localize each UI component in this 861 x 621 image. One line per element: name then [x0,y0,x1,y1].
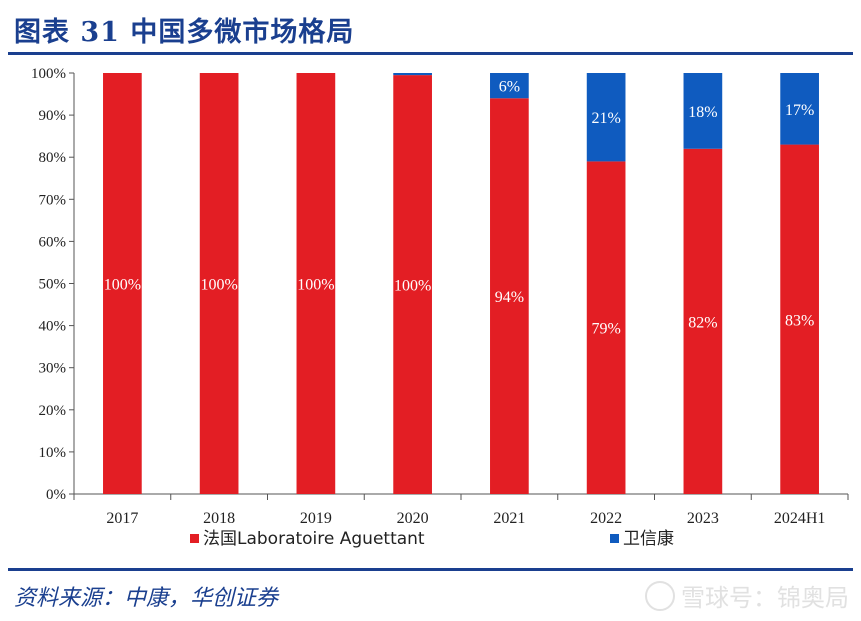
data-label: 83% [785,312,814,329]
bar-segment [103,73,142,494]
data-label: 18% [688,104,717,121]
x-tick-label: 2023 [687,510,719,527]
x-tick-label: 2024H1 [774,510,826,527]
legend: 法国Laboratoire Aguettant 卫信康 [190,529,674,549]
data-label: 94% [495,289,524,306]
bar-segment [780,73,819,145]
title-divider [8,52,853,55]
bar-segment [199,73,239,494]
x-tick-label: 2020 [397,510,429,527]
stacked-bar-chart: 0%10%20%30%40%50%60%70%80%90%100% 2017 20… [31,66,849,549]
bars-group: 100% 100% 100% 100% 94% 6% 79% 21% 82% 18% 83% 17% [103,73,819,494]
x-tick-label: 2021 [493,510,525,527]
y-tick-label: 10% [39,445,67,461]
legend-swatch [610,534,619,543]
bar-segment [683,73,723,149]
y-tick-label: 60% [39,234,67,250]
y-tick-label: 30% [39,361,67,377]
bar-segment [490,73,529,99]
bar-segment [296,73,336,494]
data-label: 82% [688,314,717,331]
data-label: 100% [394,278,431,295]
data-label: 21% [591,110,620,127]
data-label: 100% [200,277,237,294]
watermark: 雪球号：锦奥局 [645,578,849,613]
bar-segment [780,144,819,494]
data-label: 100% [297,277,334,294]
data-label: 17% [785,102,814,119]
x-tick-label: 2022 [590,510,622,527]
legend-swatch [190,534,199,543]
bar-segment [490,98,529,494]
footer-divider [8,568,853,571]
x-tick-label: 2019 [300,510,332,527]
bar-segment [393,73,432,76]
x-tick-label: 2017 [106,510,138,527]
y-tick-label: 50% [39,277,67,293]
x-axis: 2017 2018 2019 2020 2021 2022 2023 2024H1 [73,493,849,527]
data-label: 6% [499,79,520,96]
y-tick-label: 0% [46,487,66,503]
watermark-text: 雪球号：锦奥局 [681,584,849,612]
y-tick-label: 80% [39,150,67,166]
y-tick-label: 70% [39,192,67,208]
x-tick-label: 2018 [203,510,235,527]
bar-segment [683,148,723,494]
bar-segment [586,73,626,162]
data-label: 100% [104,277,141,294]
data-label: 79% [591,321,620,338]
legend-label: 法国Laboratoire Aguettant [203,529,425,549]
snowball-logo-icon [645,580,675,611]
legend-label: 卫信康 [623,529,674,549]
chart-title: 图表 31 中国多微市场格局 [14,17,355,48]
source-note: 资料来源：中康，华创证券 [14,586,279,611]
bar-segment [393,75,432,494]
bar-segment [586,161,626,494]
y-tick-label: 90% [39,108,67,124]
y-tick-label: 100% [31,66,66,82]
y-tick-label: 20% [39,403,67,419]
y-tick-label: 40% [39,319,67,335]
y-axis: 0% 10% 20% 30% 40% 50% 60% 70% 80% 90% 100% [31,66,75,503]
